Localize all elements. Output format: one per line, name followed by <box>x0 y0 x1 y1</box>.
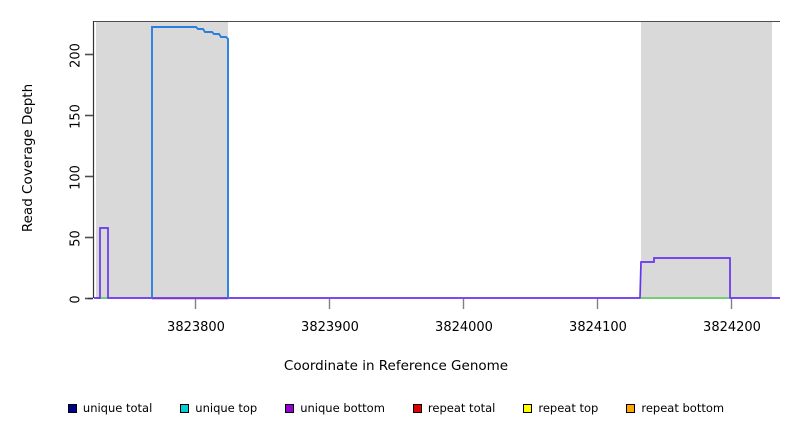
legend-swatch-icon <box>180 403 190 413</box>
x-tick-label-3824100: 3824100 <box>569 320 627 335</box>
x-tick-label-3823800: 3823800 <box>167 320 225 335</box>
y-tick-label-0: 0 <box>68 295 84 304</box>
legend-label: repeat total <box>427 401 496 415</box>
series-unique-bottom <box>94 227 780 299</box>
y-tick-label-150: 150 <box>68 104 84 129</box>
y-axis-title: Read Coverage Depth <box>20 83 36 233</box>
legend-swatch-icon <box>523 403 533 413</box>
y-tick-label-100: 100 <box>68 165 84 190</box>
shaded-region-right <box>641 21 772 298</box>
legend: unique total unique top unique bottom re… <box>0 398 792 418</box>
y-tick-label-200: 200 <box>68 43 84 68</box>
legend-item-unique-bottom[interactable]: unique bottom <box>285 401 385 415</box>
legend-item-repeat-total[interactable]: repeat total <box>412 401 496 415</box>
x-tick-label-3824200: 3824200 <box>703 320 761 335</box>
legend-item-unique-total[interactable]: unique total <box>67 401 153 415</box>
legend-label: repeat bottom <box>641 401 725 415</box>
y-tick-label-50: 50 <box>68 230 84 247</box>
legend-label: unique bottom <box>300 401 385 415</box>
x-axis-title: Coordinate in Reference Genome <box>283 358 509 374</box>
legend-item-repeat-bottom[interactable]: repeat bottom <box>626 401 724 415</box>
legend-label: unique total <box>82 401 153 415</box>
legend-swatch-icon <box>67 403 77 413</box>
legend-item-repeat-top[interactable]: repeat top <box>523 401 598 415</box>
x-tick-label-3824000: 3824000 <box>435 320 493 335</box>
legend-swatch-icon <box>626 403 636 413</box>
series-unique-total <box>151 26 229 298</box>
shaded-region-left <box>96 21 228 298</box>
legend-swatch-icon <box>412 403 422 413</box>
legend-item-unique-top[interactable]: unique top <box>180 401 257 415</box>
x-tick-label-3823900: 3823900 <box>301 320 359 335</box>
legend-swatch-icon <box>285 403 295 413</box>
legend-label: repeat top <box>538 401 599 415</box>
legend-label: unique top <box>195 401 258 415</box>
